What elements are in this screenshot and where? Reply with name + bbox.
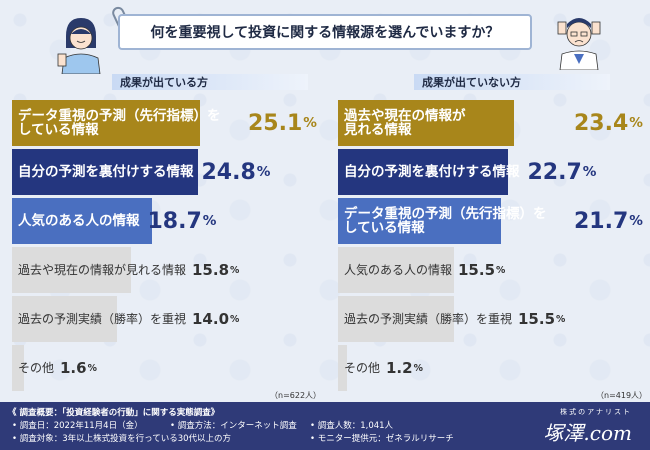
bar-value: 1.2% bbox=[386, 359, 423, 377]
bar-label: 自分の予測を裏付けする情報 bbox=[18, 163, 194, 180]
bar-row: その他 1.2% bbox=[338, 345, 638, 391]
bar-row: その他 1.6% bbox=[12, 345, 312, 391]
brand-tagline: 株式のアナリスト bbox=[560, 408, 632, 416]
bar-label: 過去の予測実績（勝率）を重視 bbox=[18, 311, 187, 326]
bar-value: 1.6% bbox=[60, 359, 97, 377]
bar-value: 15.5% bbox=[458, 261, 506, 279]
bar bbox=[338, 247, 455, 293]
bar-value: 14.0% bbox=[192, 310, 240, 328]
bar bbox=[12, 345, 24, 391]
bar-value: 15.5% bbox=[518, 310, 566, 328]
bar-value: 24.8% bbox=[201, 159, 271, 185]
worried-person-icon bbox=[557, 18, 601, 70]
bar bbox=[338, 198, 501, 244]
footer-item-count: • 調査人数：1,041人 bbox=[310, 421, 394, 431]
footer-item-method: • 調査方法：インターネット調査 bbox=[170, 421, 297, 431]
survey-footer: 《 調査概要：「投資経験者の行動」に関する実態調査》 • 調査日：2022年11… bbox=[0, 402, 650, 450]
bar-label: 人気のある人の情報 bbox=[18, 212, 140, 229]
bar-row: 人気のある人の情報 18.7% bbox=[12, 198, 312, 244]
bar bbox=[12, 247, 131, 293]
bar bbox=[12, 100, 201, 146]
bar bbox=[338, 100, 514, 146]
left-panel-header: 成果が出ている方 bbox=[112, 74, 308, 90]
bar bbox=[338, 345, 347, 391]
bar bbox=[338, 149, 509, 195]
bar bbox=[12, 296, 117, 342]
right-sample-size: （n=419人） bbox=[596, 391, 648, 400]
bar-value: 22.7% bbox=[527, 159, 597, 185]
bar-label: 人気のある人の情報 bbox=[344, 262, 453, 277]
bar bbox=[338, 296, 455, 342]
footer-item-target: • 調査対象：3年以上株式投資を行っている30代以上の方 bbox=[12, 434, 232, 444]
bar-row: 過去や現在の情報が見れる情報 15.8% bbox=[12, 247, 312, 293]
footer-item-provider: • モニター提供元：ゼネラルリサーチ bbox=[310, 434, 454, 444]
bar-row: データ重視の予測（先行指標）を している情報 25.1% bbox=[12, 100, 317, 146]
bar-label: データ重視の予測（先行指標）を している情報 bbox=[344, 205, 547, 236]
bar-label: その他 bbox=[18, 360, 55, 375]
bar-row: 自分の予測を裏付けする情報 22.7% bbox=[338, 149, 638, 195]
bar-value: 15.8% bbox=[192, 261, 240, 279]
happy-person-icon bbox=[57, 18, 101, 74]
bar bbox=[12, 149, 198, 195]
bar-value: 21.7% bbox=[574, 208, 643, 234]
bar-row: 過去や現在の情報が 見れる情報 23.4% bbox=[338, 100, 643, 146]
bar-value: 25.1% bbox=[248, 110, 317, 136]
footer-item-date: • 調査日：2022年11月4日（金） bbox=[12, 421, 143, 431]
page-title: 何を重要視して投資に関する情報源を選んでいますか？ bbox=[118, 14, 532, 50]
bar-label: 過去や現在の情報が見れる情報 bbox=[344, 107, 466, 138]
brand-logo: 塚澤.com bbox=[543, 421, 632, 445]
bar-label: その他 bbox=[344, 360, 381, 375]
bar-row: 過去の予測実績（勝率）を重視 14.0% bbox=[12, 296, 312, 342]
bar-value: 23.4% bbox=[574, 110, 643, 136]
bar-value: 18.7% bbox=[147, 208, 217, 234]
bar-label: 過去や現在の情報が見れる情報 bbox=[18, 262, 187, 277]
bar-row: 自分の予測を裏付けする情報 24.8% bbox=[12, 149, 312, 195]
left-sample-size: （n=622人） bbox=[270, 391, 322, 400]
bar-label: 自分の予測を裏付けする情報 bbox=[344, 163, 520, 180]
bar-label: 過去の予測実績（勝率）を重視 bbox=[344, 311, 513, 326]
right-panel-header: 成果が出ていない方 bbox=[414, 74, 610, 90]
bar-row: 人気のある人の情報 15.5% bbox=[338, 247, 638, 293]
bar-row: 過去の予測実績（勝率）を重視 15.5% bbox=[338, 296, 638, 342]
bar-row: データ重視の予測（先行指標）を している情報 21.7% bbox=[338, 198, 643, 244]
bar-label: データ重視の予測（先行指標）を している情報 bbox=[18, 107, 221, 138]
footer-heading: 《 調査概要：「投資経験者の行動」に関する実態調査》 bbox=[8, 408, 220, 418]
bar bbox=[12, 198, 153, 244]
